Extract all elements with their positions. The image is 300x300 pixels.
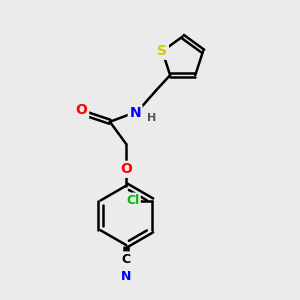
- Text: S: S: [157, 44, 167, 58]
- Text: Cl: Cl: [126, 194, 139, 207]
- Text: C: C: [122, 253, 131, 266]
- Text: N: N: [121, 270, 131, 283]
- Text: H: H: [148, 113, 157, 123]
- Text: O: O: [120, 162, 132, 176]
- Text: N: N: [129, 106, 141, 120]
- Text: O: O: [76, 103, 88, 118]
